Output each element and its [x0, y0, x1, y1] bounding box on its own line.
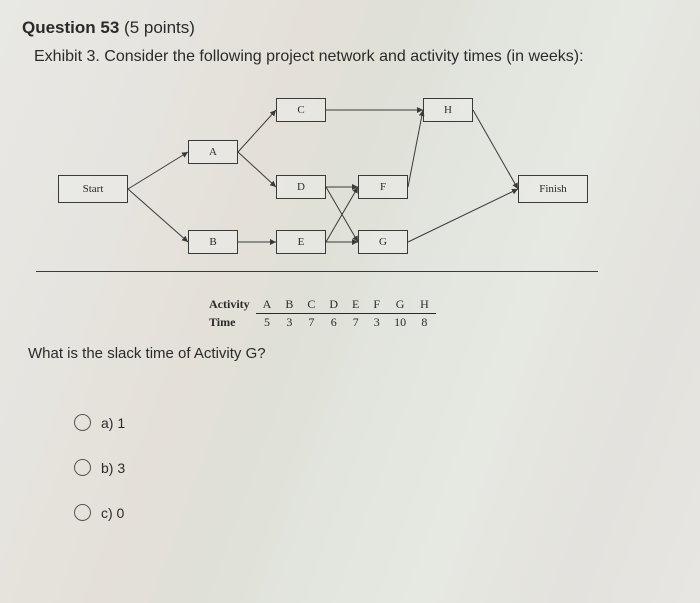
activity-time-table: Activity A B C D E F G H Time 5 3 7 6 7 … — [202, 296, 436, 331]
exhibit-text: Exhibit 3. Consider the following projec… — [22, 48, 678, 66]
option-a[interactable]: a) 1 — [74, 414, 678, 431]
node-E: E — [276, 230, 326, 254]
radio-icon[interactable] — [74, 459, 91, 476]
question-points: (5 points) — [124, 18, 195, 37]
radio-icon[interactable] — [74, 504, 91, 521]
node-F: F — [358, 175, 408, 199]
option-b[interactable]: b) 3 — [74, 459, 678, 476]
question-header: Question 53 (5 points) — [22, 18, 678, 38]
diagram-baseline — [36, 271, 598, 272]
node-A: A — [188, 140, 238, 164]
node-G: G — [358, 230, 408, 254]
question-text: What is the slack time of Activity G? — [28, 345, 678, 362]
network-diagram: Start A B C D E F G H Finish — [28, 80, 638, 290]
option-label: c) 0 — [101, 505, 124, 521]
node-C: C — [276, 98, 326, 122]
option-label: b) 3 — [101, 460, 125, 476]
answer-options: a) 1 b) 3 c) 0 — [74, 414, 678, 521]
table-row: Time 5 3 7 6 7 3 10 8 — [202, 314, 436, 332]
table-row: Activity A B C D E F G H — [202, 296, 436, 314]
option-label: a) 1 — [101, 415, 125, 431]
question-number: Question 53 — [22, 18, 119, 37]
node-H: H — [423, 98, 473, 122]
node-start: Start — [58, 175, 128, 203]
node-finish: Finish — [518, 175, 588, 203]
node-D: D — [276, 175, 326, 199]
row-label-activity: Activity — [202, 296, 256, 314]
option-c[interactable]: c) 0 — [74, 504, 678, 521]
node-B: B — [188, 230, 238, 254]
radio-icon[interactable] — [74, 414, 91, 431]
row-label-time: Time — [202, 314, 256, 332]
